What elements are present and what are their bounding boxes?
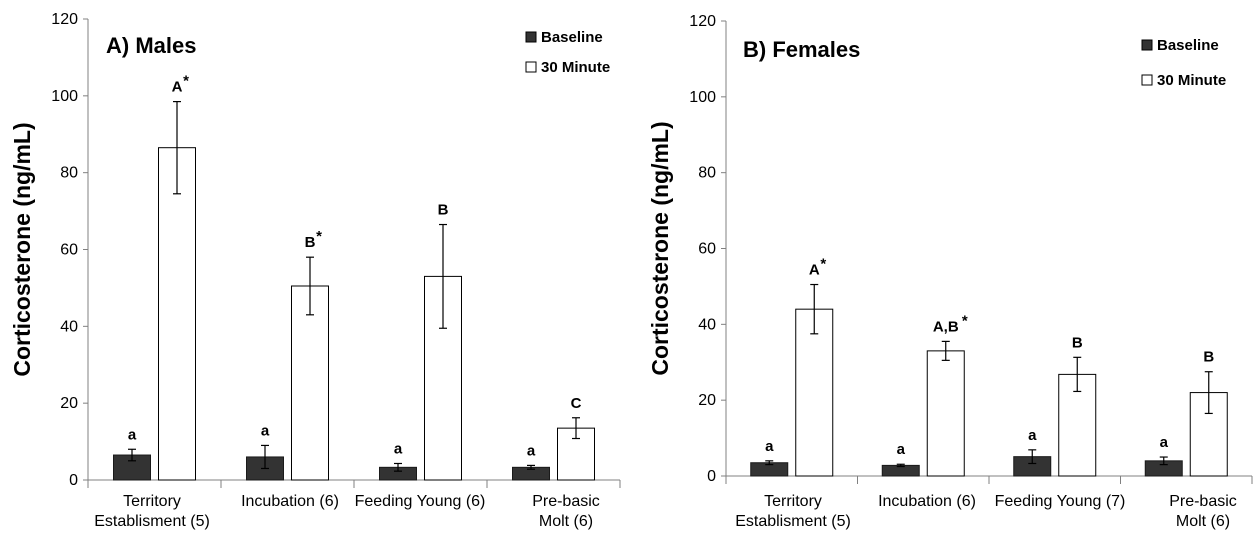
x-category-label: Incubation (6) [241,493,339,510]
bar-30-minute [795,308,834,477]
significance-label: C [571,395,582,412]
bar-30-minute [926,350,965,477]
significance-label: a [394,440,403,457]
x-category-label: Molt (6) [1176,513,1230,530]
significance-label: a [1160,434,1169,451]
x-category-label: Pre-basic [532,493,600,510]
legend-swatch-30-minute [1141,74,1153,86]
bar-baseline [113,454,151,481]
legend-label: 30 Minute [541,59,610,76]
x-category-label: Molt (6) [539,513,593,530]
legend-label: Baseline [1157,37,1219,54]
x-category-label: Territory [764,493,822,510]
y-tick-label: 60 [698,241,716,258]
y-tick-label: 120 [689,13,716,30]
significance-star: * [962,312,968,329]
significance-label: B [438,202,449,219]
x-category-label: Pre-basic [1169,493,1237,510]
significance-label: A,B [933,318,959,335]
legend-label: Baseline [541,29,603,46]
chart-panel-females: 0 20 40 60 80 100 120 Corticosterone (ng/mL) B) … [647,13,1253,530]
significance-label: a [897,441,906,458]
y-tick-label: 20 [60,395,78,412]
chart-title: A) Males [106,33,196,58]
x-category-label: Feeding Young (7) [995,493,1126,510]
y-tick-label: 20 [698,392,716,409]
legend-swatch-baseline [525,31,537,43]
y-tick-label: 80 [698,165,716,182]
x-category-label: Establisment (5) [735,513,851,530]
significance-label: a [128,426,137,443]
chart-panel-males: 0 20 40 60 80 100 120 Corticosterone (ng/mL) A) … [9,11,621,530]
y-tick-label: 40 [698,316,716,333]
y-tick-label: 100 [689,89,716,106]
y-tick-label: 80 [60,165,78,182]
significance-label: A [172,79,183,96]
x-category-label: Establisment (5) [94,513,210,530]
y-tick-label: 40 [60,318,78,335]
bar-30-minute [291,285,329,481]
significance-label: a [261,422,270,439]
significance-label: A [809,262,820,279]
significance-star: * [820,256,826,273]
x-category-label: Incubation (6) [878,493,976,510]
significance-label: B [1072,334,1083,351]
x-category-label: Territory [123,493,181,510]
y-tick-label: 100 [51,88,78,105]
y-tick-label: 120 [51,11,78,28]
legend-label: 30 Minute [1157,72,1226,89]
significance-star: * [316,228,322,245]
legend-swatch-30-minute [525,61,537,73]
significance-star: * [183,73,189,90]
significance-label: a [1028,427,1037,444]
y-tick-label: 60 [60,242,78,259]
y-tick-label: 0 [707,468,716,485]
chart-title: B) Females [743,37,860,62]
significance-label: B [305,234,316,251]
significance-label: a [527,442,536,459]
significance-label: a [765,438,774,455]
y-tick-label: 0 [69,472,78,489]
x-category-label: Feeding Young (6) [355,493,486,510]
y-axis-label: Corticosterone (ng/mL) [647,121,673,375]
bar-30-minute [158,147,196,481]
y-axis-label: Corticosterone (ng/mL) [9,122,35,376]
legend-swatch-baseline [1141,39,1153,51]
significance-label: B [1203,349,1214,366]
